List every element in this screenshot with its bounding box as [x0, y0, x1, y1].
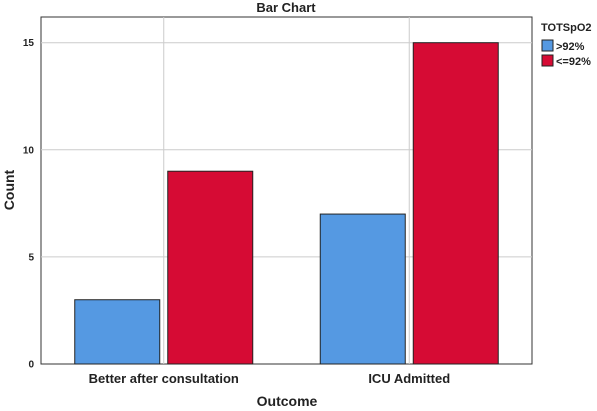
bar	[167, 170, 254, 365]
x-category-label: Better after consultation	[89, 371, 239, 386]
y-tick-label: 5	[28, 252, 34, 263]
legend-label: >92%	[556, 41, 585, 53]
y-tick-label: 10	[23, 145, 35, 156]
chart-title: Bar Chart	[256, 0, 316, 15]
bar	[74, 299, 161, 365]
legend-swatch	[541, 39, 554, 52]
x-categories-layer: Better after consultation ICU Admitted	[89, 371, 451, 386]
legend-swatch	[541, 54, 554, 67]
y-ticks-layer: 0 5 10 15	[23, 38, 35, 370]
legend-items: >92% <=92%	[541, 39, 591, 68]
y-tick-label: 15	[23, 38, 35, 49]
legend-title: TOTSpO2	[541, 22, 592, 34]
legend-label: <=92%	[556, 56, 591, 68]
x-axis-title: Outcome	[257, 393, 318, 409]
bar	[412, 42, 499, 365]
legend: TOTSpO2 >92% <=92%	[541, 22, 592, 68]
bar	[319, 213, 406, 365]
y-tick-label: 0	[28, 360, 34, 371]
bars-layer	[74, 42, 499, 365]
x-category-label: ICU Admitted	[368, 371, 450, 386]
y-axis-title: Count	[1, 169, 17, 210]
